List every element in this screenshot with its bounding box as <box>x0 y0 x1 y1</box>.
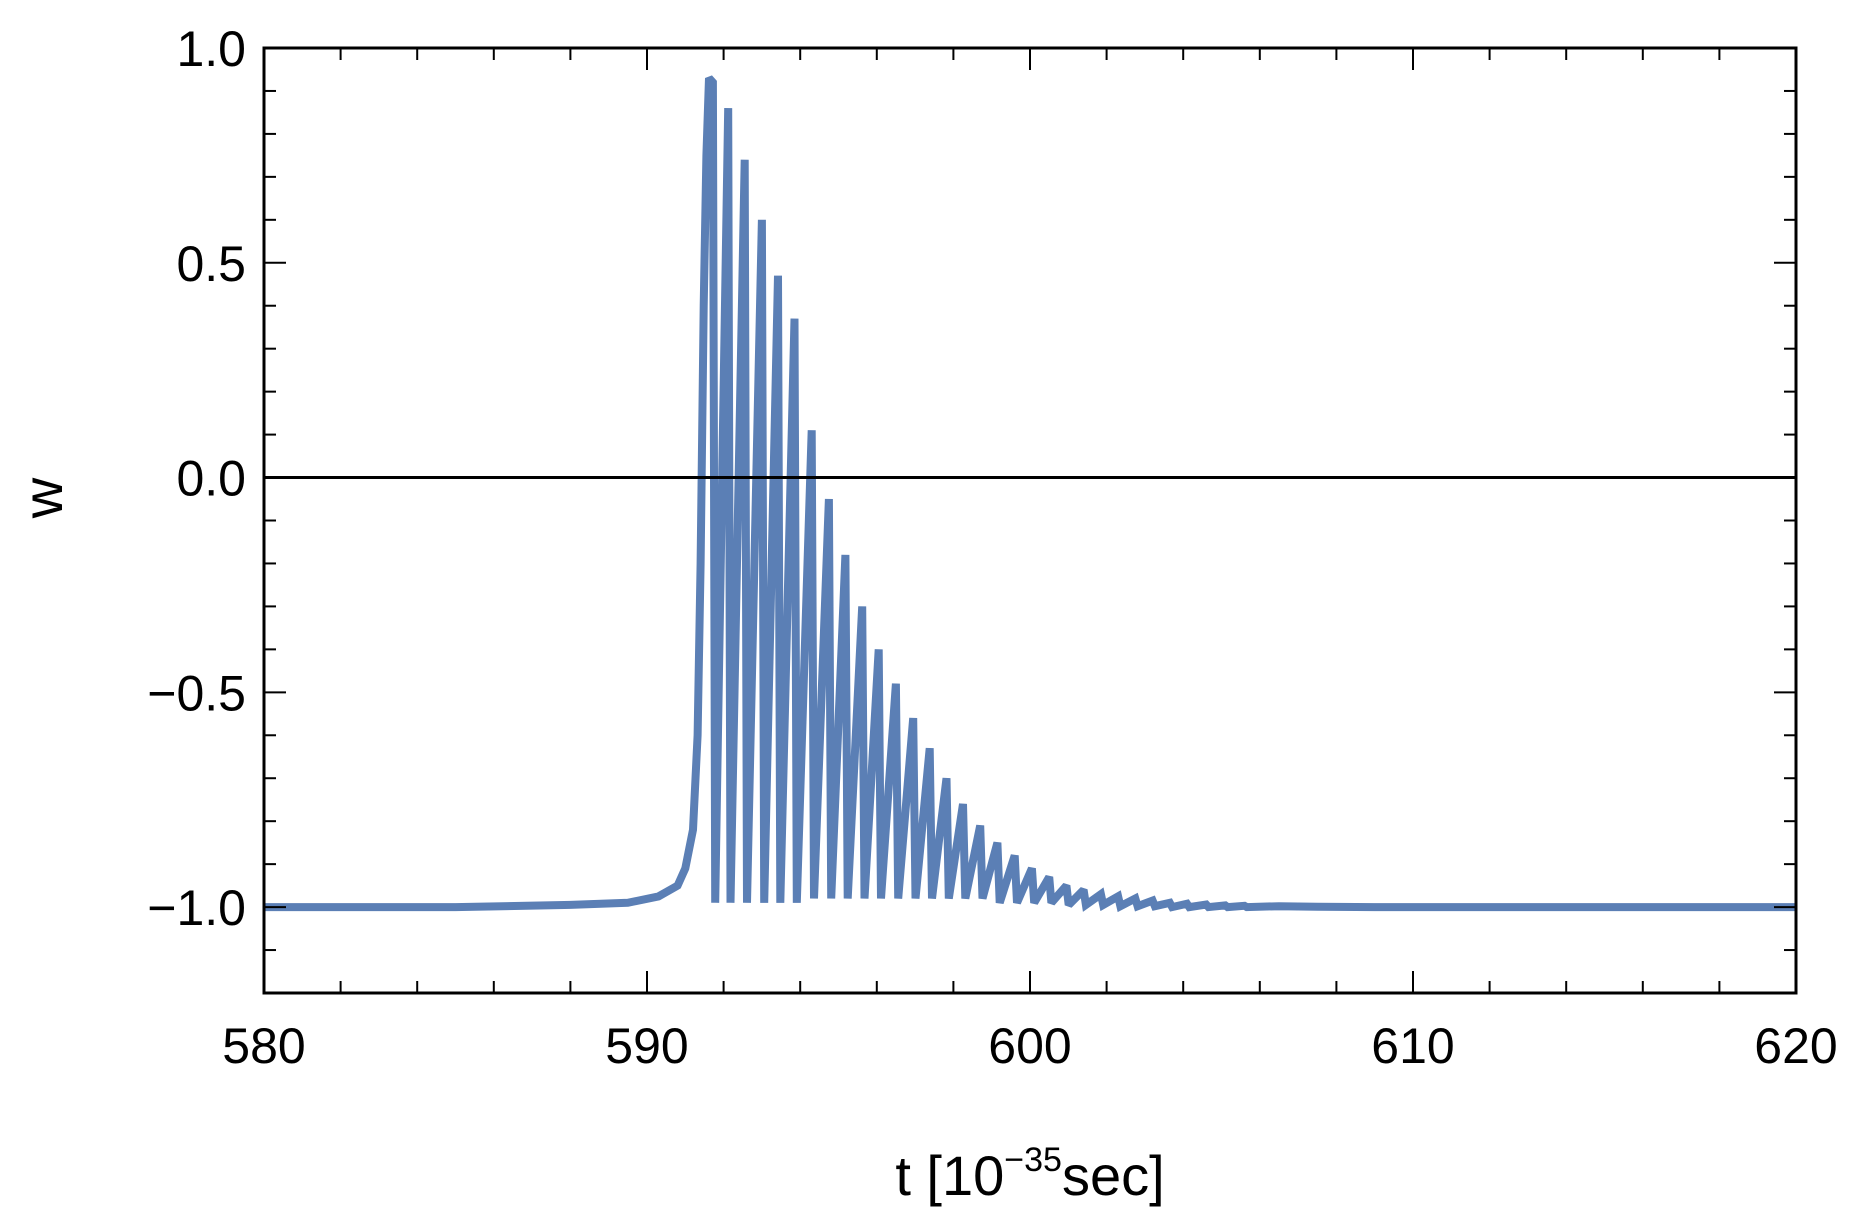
y-tick-label: 0.5 <box>176 236 246 292</box>
x-tick-label: 590 <box>605 1018 688 1074</box>
y-tick-label: 1.0 <box>176 21 246 77</box>
series-line-0 <box>264 75 1796 913</box>
x-tick-label: 610 <box>1371 1018 1454 1074</box>
labels-layer: 580 590 600 610 620 −1.0 −0.5 0.0 0.5 1.0 <box>147 21 1837 1074</box>
plot-frame <box>262 46 1798 995</box>
y-tick-label: −1.0 <box>147 880 246 936</box>
y-tick-label: −0.5 <box>147 665 246 721</box>
plot-layer <box>262 46 1798 995</box>
x-axis-label-suffix: sec] <box>1062 1144 1165 1207</box>
x-axis-label-base: t [10 <box>895 1144 1004 1207</box>
x-tick-label: 580 <box>222 1018 305 1074</box>
y-tick-label: 0.0 <box>176 451 246 507</box>
x-axis-label-exponent: −35 <box>1004 1141 1062 1179</box>
y-axis-label: w <box>11 477 74 519</box>
x-tick-label: 620 <box>1754 1018 1837 1074</box>
x-tick-label: 600 <box>988 1018 1071 1074</box>
ticks-layer <box>263 47 1797 994</box>
x-axis-label: t [10−35sec] <box>895 1141 1164 1207</box>
